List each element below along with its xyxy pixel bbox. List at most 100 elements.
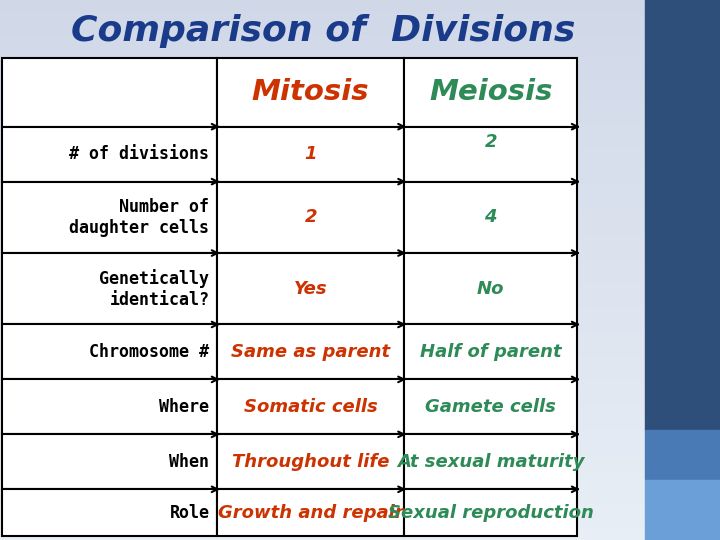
Bar <box>0 27 645 28</box>
Bar <box>0 277 645 278</box>
Bar <box>0 95 645 96</box>
Bar <box>0 13 645 14</box>
Bar <box>0 212 645 213</box>
Bar <box>0 103 645 104</box>
Bar <box>0 472 645 473</box>
Bar <box>0 512 645 513</box>
Bar <box>0 480 645 481</box>
Bar <box>0 152 645 153</box>
Bar <box>0 299 645 300</box>
Bar <box>0 110 645 111</box>
Bar <box>0 498 645 499</box>
Bar <box>2 325 217 380</box>
Bar <box>0 478 645 479</box>
Bar <box>0 125 645 126</box>
Bar <box>0 38 645 39</box>
Bar <box>0 336 645 337</box>
Bar <box>0 443 645 444</box>
Bar <box>0 163 645 164</box>
Bar <box>0 301 645 302</box>
Bar <box>0 467 645 468</box>
Bar <box>0 60 645 61</box>
Bar <box>0 525 645 526</box>
Bar <box>0 358 645 359</box>
Bar <box>0 441 645 442</box>
Bar <box>0 388 645 389</box>
Bar <box>0 421 645 422</box>
Bar <box>0 516 645 517</box>
Bar <box>0 59 645 60</box>
Bar <box>0 148 645 149</box>
Bar <box>0 100 645 101</box>
Bar <box>0 509 645 510</box>
Bar <box>0 315 645 316</box>
Bar <box>0 282 645 283</box>
Bar <box>404 325 577 380</box>
Bar <box>0 174 645 175</box>
Text: At sexual maturity: At sexual maturity <box>397 453 585 471</box>
Bar <box>0 405 645 406</box>
Bar <box>0 440 645 441</box>
Bar <box>0 94 645 95</box>
Bar <box>0 262 645 263</box>
Bar <box>0 268 645 269</box>
Bar <box>0 423 645 424</box>
Bar <box>0 327 645 328</box>
Bar <box>0 20 645 21</box>
Bar <box>0 349 645 350</box>
Bar <box>0 332 645 333</box>
Bar <box>0 249 645 250</box>
Bar <box>0 431 645 432</box>
Bar <box>0 63 645 64</box>
Bar <box>0 319 645 320</box>
Bar <box>0 55 645 56</box>
Bar <box>0 502 645 503</box>
Bar <box>0 454 645 455</box>
Text: Role: Role <box>169 504 210 522</box>
Bar <box>0 202 645 203</box>
Bar <box>0 539 645 540</box>
Bar <box>0 171 645 172</box>
Bar <box>0 99 645 100</box>
Bar <box>0 482 645 483</box>
Bar <box>0 151 645 152</box>
Bar <box>0 127 645 128</box>
Bar <box>0 143 645 144</box>
Bar <box>0 363 645 364</box>
Bar <box>0 180 645 181</box>
Bar <box>0 360 645 361</box>
Bar <box>0 66 645 67</box>
Bar <box>0 401 645 402</box>
Bar <box>0 529 645 530</box>
Text: 1: 1 <box>305 145 317 163</box>
Bar <box>0 196 645 197</box>
Bar <box>0 459 645 460</box>
Bar <box>0 450 645 451</box>
Bar <box>0 35 645 36</box>
Bar <box>0 422 645 423</box>
Text: Throughout life: Throughout life <box>232 453 390 471</box>
Bar <box>0 226 645 227</box>
Text: Yes: Yes <box>294 280 328 298</box>
Bar <box>0 331 645 332</box>
Bar <box>0 368 645 369</box>
Bar <box>0 274 645 275</box>
Bar <box>0 122 645 123</box>
Bar <box>0 503 645 504</box>
Bar <box>0 289 645 290</box>
Bar <box>0 407 645 408</box>
Bar <box>0 350 645 351</box>
Bar <box>0 146 645 147</box>
Bar <box>0 312 645 313</box>
Bar <box>0 429 645 430</box>
Bar <box>0 101 645 102</box>
Bar <box>0 495 645 496</box>
Bar <box>0 531 645 532</box>
Bar <box>0 534 645 535</box>
Bar <box>0 141 645 142</box>
Bar <box>0 371 645 372</box>
Bar <box>0 435 645 436</box>
Bar <box>0 357 645 358</box>
Bar <box>0 345 645 346</box>
Bar <box>0 513 645 514</box>
